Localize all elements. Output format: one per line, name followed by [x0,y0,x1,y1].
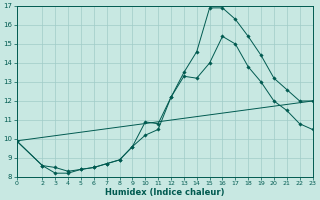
X-axis label: Humidex (Indice chaleur): Humidex (Indice chaleur) [105,188,224,197]
